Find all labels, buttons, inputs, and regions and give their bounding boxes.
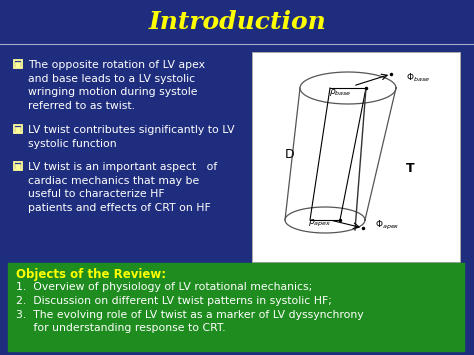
Text: $\Phi_{base}$: $\Phi_{base}$ — [406, 72, 430, 84]
Text: $\Phi_{apex}$: $\Phi_{apex}$ — [374, 218, 400, 231]
FancyBboxPatch shape — [16, 61, 20, 66]
Text: 2.  Discussion on different LV twist patterns in systolic HF;: 2. Discussion on different LV twist patt… — [16, 296, 332, 306]
Text: Objects of the Review:: Objects of the Review: — [16, 268, 166, 281]
FancyBboxPatch shape — [14, 125, 22, 133]
Text: D: D — [285, 147, 295, 160]
FancyBboxPatch shape — [16, 126, 20, 131]
Text: LV twist is an important aspect   of
cardiac mechanics that may be
useful to cha: LV twist is an important aspect of cardi… — [28, 162, 217, 213]
FancyBboxPatch shape — [252, 52, 460, 262]
FancyBboxPatch shape — [8, 263, 464, 351]
FancyBboxPatch shape — [14, 162, 22, 170]
FancyBboxPatch shape — [14, 60, 22, 68]
Text: $\rho_{apex}$: $\rho_{apex}$ — [309, 218, 332, 229]
Text: $\rho_{base}$: $\rho_{base}$ — [329, 87, 351, 98]
Text: LV twist contributes significantly to LV
systolic function: LV twist contributes significantly to LV… — [28, 125, 235, 149]
Text: T: T — [406, 163, 414, 175]
Text: 3.  The evolving role of LV twist as a marker of LV dyssynchrony
     for unders: 3. The evolving role of LV twist as a ma… — [16, 310, 364, 333]
Text: Introduction: Introduction — [148, 10, 326, 34]
Text: 1.  Overview of physiology of LV rotational mechanics;: 1. Overview of physiology of LV rotation… — [16, 282, 312, 292]
FancyBboxPatch shape — [16, 164, 20, 169]
Text: The opposite rotation of LV apex
and base leads to a LV systolic
wringing motion: The opposite rotation of LV apex and bas… — [28, 60, 205, 111]
